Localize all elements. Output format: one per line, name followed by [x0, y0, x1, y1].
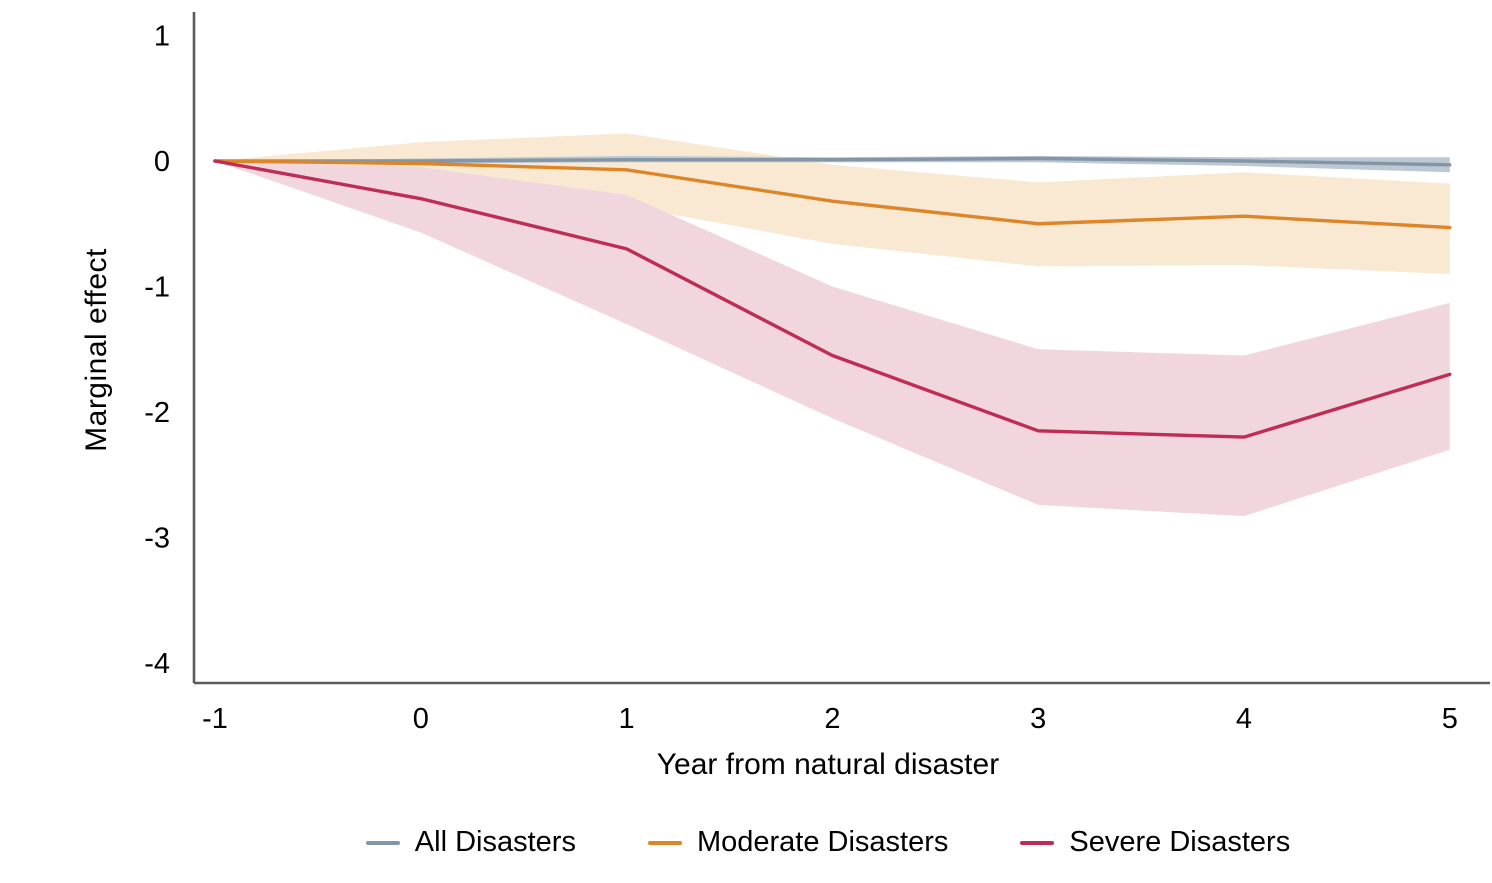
y-tick-label: -4 — [144, 648, 170, 680]
y-tick-label: 0 — [154, 146, 170, 178]
ci-band-moderate-disasters — [215, 133, 1450, 274]
legend-item-moderate-disasters: Moderate Disasters — [647, 826, 949, 859]
x-tick-label: 3 — [1030, 703, 1046, 735]
x-tick-label: 2 — [824, 703, 840, 735]
series-line-moderate-disasters — [213, 159, 1452, 230]
legend-key-icon — [365, 840, 400, 845]
legend-key-icon — [1020, 840, 1055, 845]
legend-item-severe-disasters: Severe Disasters — [1020, 826, 1290, 859]
legend-label: Moderate Disasters — [696, 826, 949, 858]
y-axis-title: Marginal effect — [80, 248, 113, 452]
legend-key-icon — [647, 840, 682, 845]
x-tick-label: 1 — [619, 703, 635, 735]
legend-item-all-disasters: All Disasters — [365, 826, 576, 859]
legend: All Disasters Moderate Disasters Severe Di… — [194, 826, 1462, 859]
y-tick-label: -1 — [144, 272, 170, 304]
y-tick-label: -2 — [144, 397, 170, 429]
x-axis-title: Year from natural disaster — [656, 748, 1000, 781]
x-tick-label: -1 — [202, 703, 228, 735]
ci-band-severe-disasters — [215, 161, 1450, 517]
series-line-severe-disasters — [213, 159, 1452, 439]
legend-label: All Disasters — [414, 826, 576, 858]
x-tick-label: 4 — [1236, 703, 1252, 735]
legend-label: Severe Disasters — [1069, 826, 1291, 858]
x-tick-label: 0 — [413, 703, 429, 735]
y-tick-label: -3 — [144, 523, 170, 555]
series-line-all-disasters — [213, 156, 1452, 167]
x-tick-label: 5 — [1442, 703, 1458, 735]
y-tick-label: 1 — [154, 21, 170, 53]
